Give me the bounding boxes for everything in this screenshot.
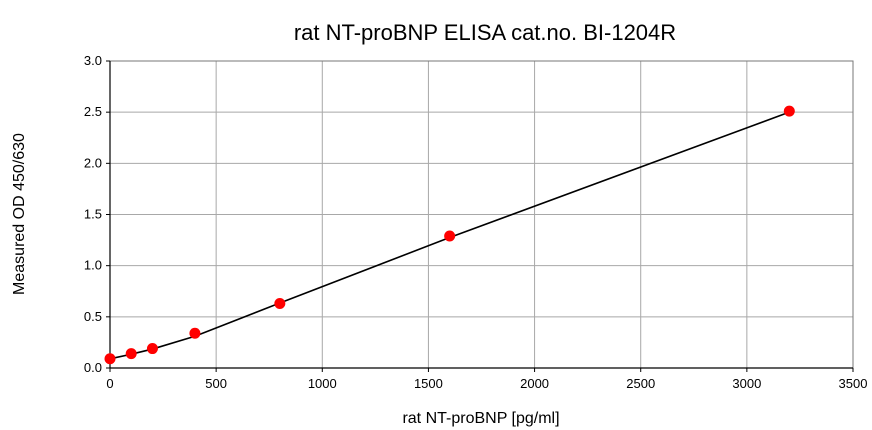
data-point	[274, 298, 286, 310]
x-tick-label: 3000	[732, 376, 761, 391]
data-point	[104, 353, 116, 365]
x-tick-label: 3500	[839, 376, 868, 391]
y-tick-label: 2.5	[84, 104, 102, 119]
data-point	[146, 343, 158, 355]
x-axis-label: rat NT-proBNP [pg/ml]	[402, 410, 559, 427]
x-tick-label: 0	[106, 376, 113, 391]
x-tick-label: 2500	[626, 376, 655, 391]
data-point	[189, 327, 201, 339]
y-tick-label: 1.5	[84, 207, 102, 222]
x-tick-label: 500	[205, 376, 227, 391]
x-tick-label: 2000	[520, 376, 549, 391]
x-tick-label: 1000	[308, 376, 337, 391]
grid	[110, 60, 854, 368]
data-points	[104, 105, 795, 365]
data-point	[444, 230, 456, 242]
y-tick-label: 1.0	[84, 258, 102, 273]
y-tick-label: 0.5	[84, 309, 102, 324]
y-tick-label: 3.0	[84, 53, 102, 68]
y-tick-label: 0.0	[84, 360, 102, 375]
x-ticks: 0 500 1000 1500 2000 2500 3000 3500	[106, 368, 867, 391]
data-point	[783, 105, 795, 117]
x-tick-label: 1500	[414, 376, 443, 391]
y-tick-label: 2.0	[84, 155, 102, 170]
data-point	[125, 348, 137, 360]
y-axis-label: Measured OD 450/630	[11, 133, 28, 295]
chart-title: rat NT-proBNP ELISA cat.no. BI-1204R	[294, 20, 676, 45]
y-ticks: 0.0 0.5 1.0 1.5 2.0 2.5 3.0	[84, 53, 110, 375]
